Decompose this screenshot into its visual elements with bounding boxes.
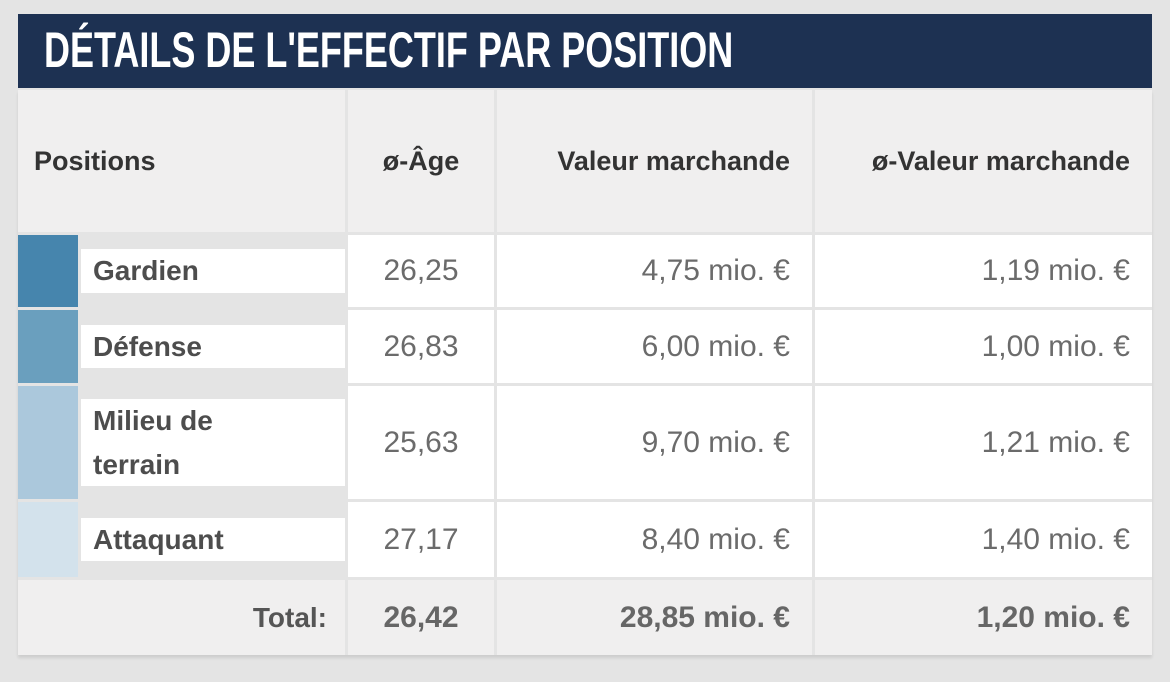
position-label: Milieu de terrain bbox=[93, 405, 213, 480]
column-header-avg-age: ø-Âge bbox=[348, 90, 494, 232]
position-color-swatch bbox=[18, 235, 78, 307]
market-value: 6,00 mio. € bbox=[497, 310, 812, 383]
squad-details-card: DÉTAILS DE L'EFFECTIF PAR POSITION Posit… bbox=[18, 14, 1152, 655]
squad-details-table: Positions ø-Âge Valeur marchande ø-Valeu… bbox=[18, 90, 1152, 655]
position-color-swatch bbox=[18, 502, 78, 577]
avg-age-value: 26,83 bbox=[348, 310, 494, 383]
table-row-position-cell: Gardien bbox=[18, 235, 345, 307]
avg-market-value: 1,00 mio. € bbox=[815, 310, 1152, 383]
total-avg-age: 26,42 bbox=[348, 580, 494, 655]
market-value: 8,40 mio. € bbox=[497, 502, 812, 577]
table-row-position-cell: Défense bbox=[18, 310, 345, 383]
total-avg-market-value: 1,20 mio. € bbox=[815, 580, 1152, 655]
table-row-position-cell: Milieu de terrain bbox=[18, 386, 345, 499]
position-label: Gardien bbox=[93, 255, 199, 287]
avg-market-value: 1,40 mio. € bbox=[815, 502, 1152, 577]
market-value: 9,70 mio. € bbox=[497, 386, 812, 499]
avg-market-value: 1,21 mio. € bbox=[815, 386, 1152, 499]
avg-age-value: 25,63 bbox=[348, 386, 494, 499]
total-market-value: 28,85 mio. € bbox=[497, 580, 812, 655]
avg-market-value: 1,19 mio. € bbox=[815, 235, 1152, 307]
position-label: Défense bbox=[93, 330, 202, 362]
avg-age-value: 26,25 bbox=[348, 235, 494, 307]
table-row-position-cell: Attaquant bbox=[18, 502, 345, 577]
column-header-market-value: Valeur marchande bbox=[497, 90, 812, 232]
column-header-positions: Positions bbox=[18, 90, 345, 232]
market-value: 4,75 mio. € bbox=[497, 235, 812, 307]
page-title: DÉTAILS DE L'EFFECTIF PAR POSITION bbox=[44, 22, 734, 78]
column-header-avg-market-value: ø-Valeur marchande bbox=[815, 90, 1152, 232]
position-label: Attaquant bbox=[93, 523, 224, 555]
title-bar: DÉTAILS DE L'EFFECTIF PAR POSITION bbox=[18, 14, 1152, 88]
position-color-swatch bbox=[18, 386, 78, 499]
total-row-label: Total: bbox=[18, 580, 345, 655]
avg-age-value: 27,17 bbox=[348, 502, 494, 577]
position-color-swatch bbox=[18, 310, 78, 383]
